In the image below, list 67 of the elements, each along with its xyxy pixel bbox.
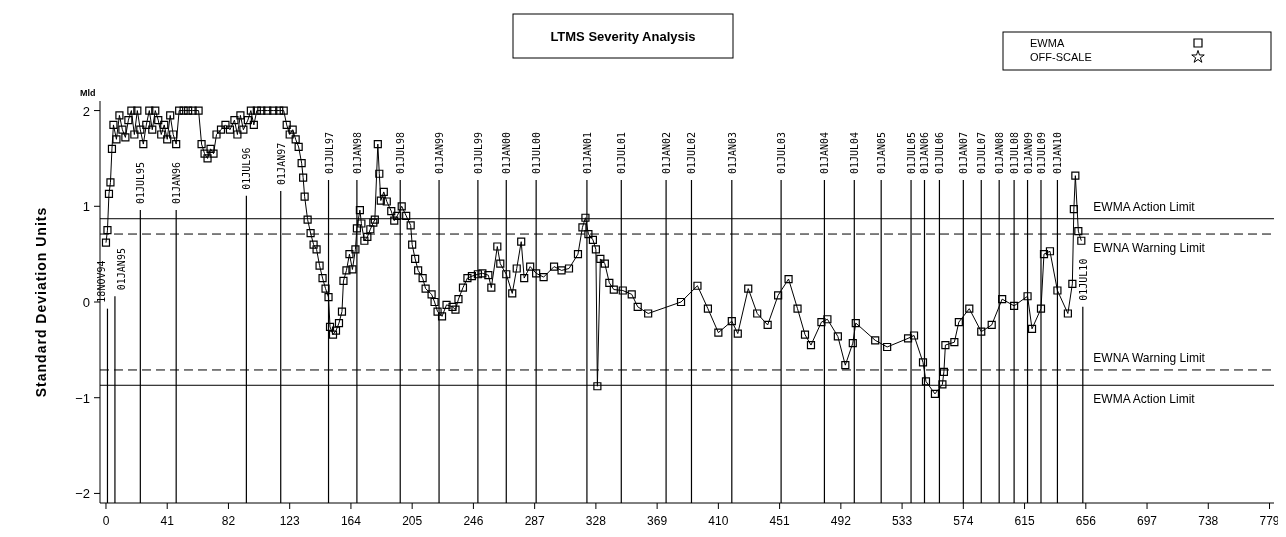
ref-line-label: 01JUL09 — [1035, 131, 1047, 174]
ref-line-label: 01JUL07 — [976, 131, 988, 174]
ref-line-label: 01JAN04 — [819, 131, 831, 174]
ref-line-label: 01JAN05 — [876, 131, 888, 174]
x-tick-label: 492 — [830, 514, 852, 528]
ref-line-label: 01JAN06 — [919, 131, 931, 174]
y-tick-label: 1 — [82, 199, 90, 215]
ref-line-label: 01JUL97 — [323, 131, 335, 174]
ref-line-label: 01JUL00 — [531, 131, 543, 174]
text: EWMA — [1030, 37, 1065, 49]
ref-line-label: 01JAN09 — [1022, 131, 1034, 174]
ref-line-label: 01JAN00 — [501, 131, 513, 174]
x-tick-label: 697 — [1137, 514, 1158, 528]
x-tick-label: 246 — [463, 514, 484, 528]
ref-line-label: 18NOV94 — [96, 260, 108, 303]
y-tick-label: 0 — [82, 295, 90, 310]
legend-label: OFF-SCALE — [1030, 51, 1092, 63]
ref-line-label: 01JUL03 — [776, 131, 788, 174]
ref-line-label: 01JAN03 — [726, 131, 738, 174]
x-tick-label: 738 — [1198, 514, 1219, 528]
ref-line-label: 01JAN10 — [1052, 131, 1064, 174]
ref-line-label: 01JUL10 — [1077, 258, 1089, 301]
ref-line-label: 01JAN99 — [434, 131, 446, 174]
x-tick-label: 0 — [102, 514, 110, 528]
ref-line-label: 01JUL05 — [906, 131, 918, 174]
ref-line-label: 01JAN96 — [171, 161, 183, 205]
x-tick-label: 410 — [708, 514, 729, 528]
x-tick-label: 41 — [160, 514, 175, 528]
chart-title: LTMS Severity Analysis — [550, 29, 696, 44]
x-tick-label: 533 — [892, 514, 913, 528]
ref-line-label: 01JUL95 — [135, 161, 147, 205]
y-tick-label: 2 — [82, 103, 90, 119]
x-tick-label: 574 — [953, 514, 974, 528]
ref-line-label: 01JAN95 — [115, 248, 127, 291]
ref-line-label: 01JUL02 — [686, 131, 698, 174]
x-tick-label: 656 — [1075, 514, 1097, 528]
ref-line-label: 01JAN01 — [581, 131, 593, 174]
y-axis-title: Standard Deviation Units — [33, 206, 49, 398]
x-tick-label: 164 — [340, 514, 362, 528]
x-tick-label: 328 — [585, 514, 607, 528]
ref-line-label: EWMA Action Limit — [1093, 199, 1196, 214]
ref-line-label: 01JUL06 — [934, 131, 946, 174]
ref-line-label: 01JUL96 — [241, 147, 253, 190]
ref-line-label: 01JAN02 — [661, 131, 673, 174]
ref-line-label: 01JAN07 — [958, 131, 970, 174]
ref-line-label: 01JAN08 — [994, 131, 1006, 174]
ref-line-label: 01JUL08 — [1009, 131, 1021, 174]
x-tick-label: 779 — [1259, 514, 1280, 528]
x-tick-label: 205 — [402, 514, 423, 528]
ref-line-label: 01JAN98 — [351, 131, 363, 174]
ref-line-label: 01JUL99 — [472, 131, 484, 174]
y-tick-label: −2 — [75, 486, 90, 502]
x-tick-label: 287 — [524, 514, 545, 528]
ref-line-label: 01JUL01 — [616, 131, 628, 174]
ref-line-label: EWNA Warning Limit — [1093, 241, 1206, 256]
ref-line-label: EWMA Action Limit — [1093, 392, 1196, 407]
x-tick-label: 451 — [769, 514, 790, 528]
x-tick-label: 615 — [1014, 514, 1035, 528]
ref-line-label: 01JUL04 — [849, 131, 861, 174]
text: Mld — [80, 88, 96, 98]
ref-line-label: 01JUL98 — [395, 131, 407, 174]
y-tick-label: −1 — [75, 390, 90, 406]
ref-line-label: EWNA Warning Limit — [1093, 350, 1206, 365]
x-tick-label: 369 — [647, 514, 668, 528]
x-tick-label: 123 — [279, 514, 301, 528]
x-tick-label: 82 — [221, 514, 236, 528]
ref-line-label: 01JAN97 — [275, 142, 287, 185]
